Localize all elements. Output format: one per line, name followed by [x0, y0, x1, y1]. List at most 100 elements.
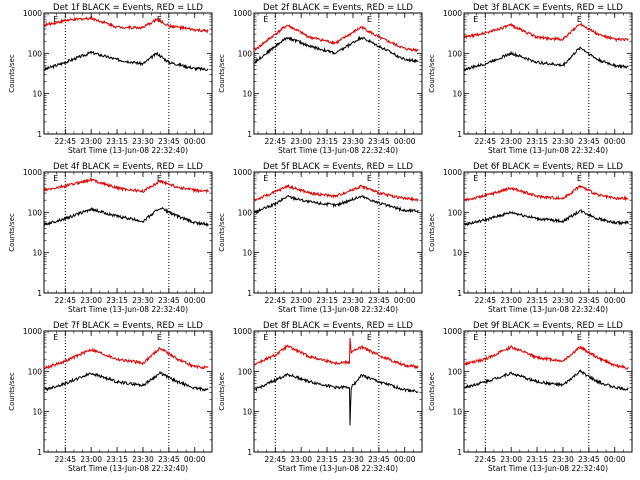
x-axis-label: Start Time (13-Jun-08 22:32:40)	[68, 464, 188, 473]
y-tick-label: 1	[457, 448, 462, 457]
events-series-line	[44, 206, 209, 228]
x-tick-label: 22:45	[54, 455, 76, 464]
x-tick-label: 23:00	[500, 137, 522, 146]
marker-e-label: E	[577, 333, 582, 342]
x-tick-label: 22:45	[264, 455, 286, 464]
plot-title: Det 8f BLACK = Events, RED = LLD	[263, 321, 413, 331]
x-tick-label: 23:45	[368, 296, 390, 305]
marker-e-label: E	[263, 174, 268, 183]
x-tick-label: 00:00	[184, 296, 206, 305]
x-tick-label: 00:00	[604, 296, 626, 305]
x-tick-label: 23:30	[552, 296, 574, 305]
plot-title: Det 2f BLACK = Events, RED = LLD	[263, 3, 413, 13]
y-axis-label: Counts/sec	[8, 213, 16, 252]
x-tick-label: 00:00	[184, 137, 206, 146]
marker-e-label: E	[473, 333, 478, 342]
x-tick-label: 23:00	[500, 296, 522, 305]
x-tick-label: 23:30	[342, 296, 364, 305]
y-tick-label: 10	[32, 249, 42, 258]
marker-e-label: E	[577, 15, 582, 24]
y-tick-label: 1000	[233, 327, 252, 336]
x-tick-label: 23:30	[132, 137, 154, 146]
marker-e-label: E	[367, 333, 372, 342]
y-tick-label: 10	[242, 408, 252, 417]
marker-e-label: E	[53, 15, 58, 24]
y-axis-label: Counts/sec	[8, 54, 16, 93]
y-axis-label: Counts/sec	[428, 372, 436, 411]
x-axis-label: Start Time (13-Jun-08 22:32:40)	[278, 146, 398, 155]
lld-series-line	[44, 177, 209, 194]
x-tick-label: 22:45	[54, 137, 76, 146]
x-tick-label: 23:45	[578, 137, 600, 146]
y-tick-label: 1	[457, 130, 462, 139]
x-tick-label: 23:45	[158, 137, 180, 146]
events-series-line	[44, 50, 209, 72]
y-tick-label: 10	[242, 249, 252, 258]
events-series-line	[254, 194, 419, 215]
x-tick-label: 23:30	[132, 455, 154, 464]
lld-series-line	[254, 183, 419, 203]
y-tick-label: 100	[238, 367, 253, 376]
y-tick-label: 100	[28, 49, 43, 58]
marker-e-label: E	[53, 333, 58, 342]
x-tick-label: 23:15	[526, 455, 548, 464]
y-tick-label: 10	[242, 90, 252, 99]
plot-panel-2: Det 2f BLACK = Events, RED = LLD 1 10 100 10…	[218, 3, 423, 155]
x-tick-label: 22:45	[54, 296, 76, 305]
events-series-line	[464, 46, 629, 72]
plot-frame	[43, 330, 213, 453]
x-tick-label: 23:00	[290, 137, 312, 146]
x-tick-label: 23:15	[526, 296, 548, 305]
marker-e-label: E	[473, 174, 478, 183]
plot-panel-7: Det 7f BLACK = Events, RED = LLD 1 10 100 10…	[8, 321, 213, 473]
plot-panel-8: Det 8f BLACK = Events, RED = LLD 1 10 100 10…	[218, 321, 423, 473]
plot-frame	[43, 12, 213, 135]
y-tick-label: 1	[37, 130, 42, 139]
y-tick-label: 1000	[23, 168, 42, 177]
x-tick-label: 23:45	[368, 455, 390, 464]
lld-series-line	[44, 15, 209, 34]
plot-title: Det 1f BLACK = Events, RED = LLD	[53, 3, 203, 13]
x-tick-label: 22:45	[474, 296, 496, 305]
x-tick-label: 00:00	[604, 137, 626, 146]
plot-frame	[253, 171, 423, 294]
x-tick-label: 23:30	[132, 296, 154, 305]
plot-title: Det 6f BLACK = Events, RED = LLD	[473, 162, 623, 172]
x-tick-label: 22:45	[474, 455, 496, 464]
y-tick-label: 100	[448, 208, 463, 217]
marker-e-label: E	[263, 15, 268, 24]
x-tick-label: 00:00	[184, 455, 206, 464]
y-tick-label: 1	[247, 448, 252, 457]
y-axis-label: Counts/sec	[218, 213, 226, 252]
y-tick-label: 1	[37, 448, 42, 457]
lld-series-line	[464, 22, 629, 43]
y-tick-label: 100	[448, 367, 463, 376]
marker-e-label: E	[157, 174, 162, 183]
lld-series-line	[254, 24, 419, 53]
plot-panel-5: Det 5f BLACK = Events, RED = LLD 1 10 100 10…	[218, 162, 423, 314]
x-tick-label: 00:00	[394, 455, 416, 464]
x-axis-label: Start Time (13-Jun-08 22:32:40)	[488, 305, 608, 314]
y-tick-label: 10	[452, 408, 462, 417]
y-axis-label: Counts/sec	[218, 54, 226, 93]
y-tick-label: 1000	[443, 327, 462, 336]
x-tick-label: 23:00	[80, 137, 102, 146]
y-tick-label: 1000	[23, 327, 42, 336]
events-series-line	[254, 35, 419, 64]
plot-title: Det 7f BLACK = Events, RED = LLD	[53, 321, 203, 331]
y-tick-label: 1	[457, 289, 462, 298]
lld-series-line	[44, 346, 209, 370]
x-tick-label: 23:15	[316, 137, 338, 146]
y-tick-label: 1000	[233, 9, 252, 18]
plot-frame	[43, 171, 213, 294]
marker-e-label: E	[157, 333, 162, 342]
x-tick-label: 23:15	[526, 137, 548, 146]
x-tick-label: 23:00	[290, 455, 312, 464]
y-tick-label: 10	[32, 408, 42, 417]
plot-frame	[463, 171, 633, 294]
plot-title: Det 3f BLACK = Events, RED = LLD	[473, 3, 623, 13]
y-tick-label: 100	[238, 208, 253, 217]
x-tick-label: 23:00	[80, 455, 102, 464]
x-tick-label: 22:45	[264, 296, 286, 305]
x-axis-label: Start Time (13-Jun-08 22:32:40)	[68, 305, 188, 314]
